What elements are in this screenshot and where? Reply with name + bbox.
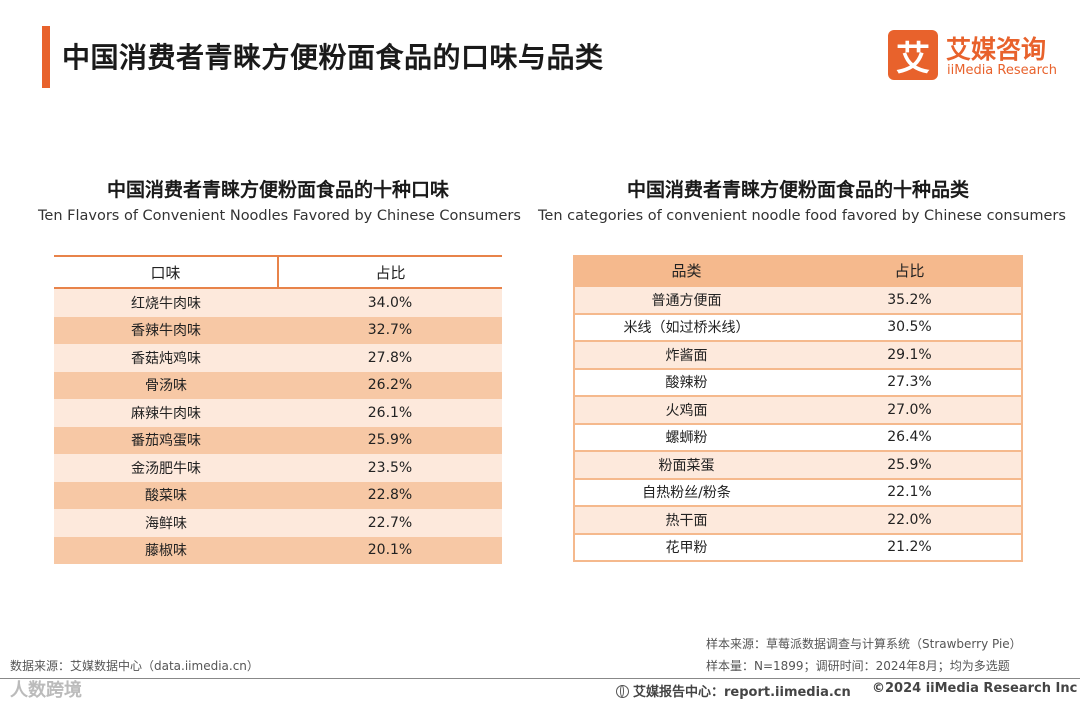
category-label-cell: 米线（如过桥米线） [623, 320, 750, 337]
report-center-link[interactable]: 艾媒报告中心：report.iimedia.cn [616, 681, 851, 700]
data-source-note: 数据来源：艾媒数据中心（data.iimedia.cn） [10, 659, 259, 673]
flavor-row: 骨汤味 26.2% [54, 371, 502, 399]
category-share-cell: 30.5% [887, 319, 932, 336]
flavor-share-cell: 22.7% [367, 514, 413, 531]
flavor-share-cell: 27.8% [367, 349, 413, 366]
category-label-cell: 热干面 [665, 512, 708, 529]
flavor-label-cell: 香菇炖鸡味 [131, 350, 201, 367]
category-label-cell: 自热粉丝/粉条 [642, 485, 731, 502]
flavor-share-cell: 23.5% [367, 459, 413, 476]
flavor-row: 红烧牛肉味 34.0% [54, 289, 502, 317]
category-label-cell: 火鸡面 [665, 402, 708, 419]
category-share-cell: 21.2% [887, 539, 932, 556]
logo-cn-text: 艾媒咨询 [946, 35, 1047, 64]
flavor-row: 海鲜味 22.7% [54, 509, 502, 537]
category-label-cell: 粉面菜蛋 [658, 457, 715, 474]
title-accent-bar [42, 26, 50, 88]
flavor-share-cell: 26.1% [367, 404, 413, 421]
watermark: 人数跨境 [10, 680, 82, 701]
category-row: 花甲粉 21.2% [575, 534, 1021, 560]
category-table-header: 品类 占比 [575, 255, 1021, 285]
category-share-cell: 26.4% [887, 429, 932, 446]
category-share-cell: 22.0% [887, 511, 932, 528]
flavor-label-cell: 酸菜味 [145, 488, 187, 505]
flavor-share-cell: 25.9% [367, 432, 413, 449]
logo-en-text: iiMedia Research [947, 63, 1058, 78]
category-row: 炸酱面 29.1% [575, 342, 1021, 368]
flavor-row: 香辣牛肉味 32.7% [54, 316, 502, 344]
right-table-subtitle: Ten categories of convenient noodle food… [538, 208, 1066, 224]
category-row: 普通方便面 35.2% [575, 287, 1021, 313]
category-row: 螺蛳粉 26.4% [575, 424, 1021, 450]
category-label-cell: 普通方便面 [651, 292, 722, 309]
copyright-text: ©2024 iiMedia Research Inc [872, 681, 1078, 696]
category-label-cell: 炸酱面 [665, 347, 708, 364]
category-share-cell: 22.1% [887, 484, 932, 501]
flavor-row: 藤椒味 20.1% [54, 536, 502, 564]
category-row: 自热粉丝/粉条 22.1% [575, 479, 1021, 505]
flavor-label-cell: 番茄鸡蛋味 [131, 433, 201, 450]
flavor-share-cell: 26.2% [367, 377, 413, 394]
category-share-cell: 27.0% [887, 401, 932, 418]
category-row: 热干面 22.0% [575, 507, 1021, 533]
flavor-share-cell: 34.0% [367, 294, 413, 311]
page-title: 中国消费者青睐方便粉面食品的口味与品类 [62, 41, 604, 74]
flavor-label-cell: 红烧牛肉味 [131, 295, 201, 312]
flavor-row: 金汤肥牛味 23.5% [54, 454, 502, 482]
flavor-label-cell: 海鲜味 [145, 515, 187, 532]
share-column-header: 占比 [375, 263, 406, 282]
category-table: 品类 占比 普通方便面 35.2% 米线（如过桥米线） 30.5% 炸酱面 29.1% 酸辣… [573, 255, 1023, 562]
category-share-cell: 35.2% [887, 291, 932, 308]
flavor-label-cell: 藤椒味 [145, 543, 187, 560]
sample-source-note: 样本来源：草莓派数据调查与计算系统（Strawberry Pie） [706, 637, 1022, 651]
flavor-label-cell: 金汤肥牛味 [131, 460, 201, 477]
category-row: 米线（如过桥米线） 30.5% [575, 314, 1021, 340]
category-label-cell: 酸辣粉 [665, 375, 708, 392]
category-share-cell: 29.1% [887, 346, 932, 363]
category-row: 酸辣粉 27.3% [575, 369, 1021, 395]
sample-size-note: 样本量：N=1899；调研时间：2024年8月；均为多选题 [706, 659, 1010, 673]
flavor-row: 番茄鸡蛋味 25.9% [54, 426, 502, 454]
category-row: 粉面菜蛋 25.9% [575, 452, 1021, 478]
flavor-table-header: 口味 占比 [54, 255, 502, 289]
flavor-row: 香菇炖鸡味 27.8% [54, 344, 502, 372]
right-table-title: 中国消费者青睐方便粉面食品的十种品类 [626, 179, 969, 201]
flavor-share-cell: 22.8% [367, 487, 413, 504]
report-center-text: 艾媒报告中心：report.iimedia.cn [633, 685, 851, 700]
category-share-cell: 25.9% [887, 456, 932, 473]
footer-divider [0, 678, 1080, 679]
flavor-label-cell: 麻辣牛肉味 [131, 405, 201, 422]
category-label-cell: 花甲粉 [665, 540, 708, 557]
category-column-header: 品类 [671, 261, 702, 280]
iimedia-logo: 艾 艾媒咨询 iiMedia Research [888, 30, 1060, 82]
category-share-cell: 27.3% [887, 374, 932, 391]
flavor-row: 酸菜味 22.8% [54, 481, 502, 509]
left-table-subtitle: Ten Flavors of Convenient Noodles Favore… [38, 208, 521, 224]
category-label-cell: 螺蛳粉 [665, 430, 708, 447]
share-column-header: 占比 [894, 261, 925, 280]
flavor-label-cell: 香辣牛肉味 [131, 323, 201, 340]
left-table-title: 中国消费者青睐方便粉面食品的十种口味 [106, 179, 449, 201]
category-row: 火鸡面 27.0% [575, 397, 1021, 423]
flavor-table: 口味 占比 红烧牛肉味 34.0% 香辣牛肉味 32.7% 香菇炖鸡味 27.8% 骨汤味 2… [54, 255, 502, 564]
flavor-column-header: 口味 [54, 257, 279, 287]
logo-mark-icon: 艾 [888, 30, 938, 80]
flavor-label-cell: 骨汤味 [145, 378, 187, 395]
flavor-share-cell: 20.1% [367, 542, 413, 559]
flavor-row: 麻辣牛肉味 26.1% [54, 399, 502, 427]
globe-icon [616, 685, 629, 698]
flavor-share-cell: 32.7% [367, 322, 413, 339]
